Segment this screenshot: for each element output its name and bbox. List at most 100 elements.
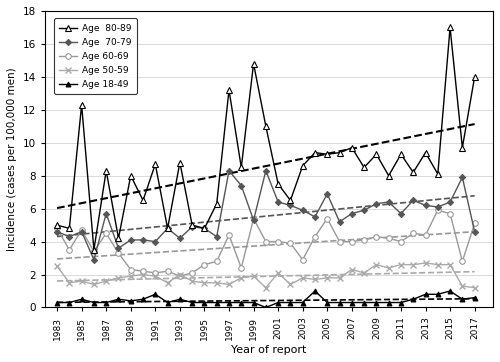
Age 18-49 [300,300,306,305]
Age 60-69 [324,216,330,221]
Age  70-79 [164,226,170,231]
Age  70-79 [189,224,195,229]
Age 50-59 [238,275,244,280]
Age 50-59 [103,279,109,283]
Legend: Age  80-89, Age  70-79, Age 60-69, Age 50-59, Age 18-49: Age 80-89, Age 70-79, Age 60-69, Age 50-… [54,18,136,94]
Age  80-89 [103,169,109,173]
Age 60-69 [349,239,355,244]
Age 60-69 [386,236,392,240]
Age  70-79 [312,215,318,219]
Age  80-89 [140,198,146,203]
Age 60-69 [300,257,306,262]
Age  80-89 [54,223,60,227]
Age  70-79 [202,226,207,231]
Age  80-89 [300,164,306,168]
Age 50-59 [336,275,342,280]
Age 50-59 [263,286,269,290]
Age 60-69 [177,274,183,278]
Age  80-89 [410,170,416,174]
Age 18-49 [374,300,380,305]
Age  80-89 [238,165,244,170]
Age 18-49 [214,300,220,305]
Age 18-49 [250,300,256,305]
Age  80-89 [189,223,195,227]
Age 60-69 [238,266,244,270]
Age 60-69 [214,259,220,264]
Age 50-59 [460,284,466,288]
Age 60-69 [103,231,109,236]
Age 60-69 [54,226,60,231]
Age  80-89 [386,173,392,178]
Age 18-49 [116,297,121,302]
Age  80-89 [226,88,232,92]
Age 60-69 [312,235,318,239]
Age  70-79 [336,220,342,224]
Line: Age 50-59: Age 50-59 [54,260,478,290]
Age 18-49 [152,292,158,296]
Age  70-79 [54,230,60,234]
Age 50-59 [140,272,146,277]
Age 60-69 [116,251,121,255]
Age 50-59 [472,286,478,290]
Age 50-59 [312,277,318,282]
Age  70-79 [226,169,232,173]
Age  80-89 [128,173,134,178]
Age 60-69 [447,211,453,216]
Age 50-59 [54,264,60,269]
Age  70-79 [152,239,158,244]
Age 50-59 [275,271,281,275]
Age 50-59 [447,262,453,267]
Age 60-69 [410,231,416,236]
Age 18-49 [422,292,428,296]
Age 60-69 [91,249,97,254]
Age  80-89 [202,226,207,231]
Age  80-89 [361,165,367,170]
Age 50-59 [398,262,404,267]
Age  70-79 [422,203,428,207]
Age 60-69 [288,241,294,245]
Age  70-79 [398,211,404,216]
Age 50-59 [349,268,355,272]
Age 18-49 [312,289,318,293]
Age  70-79 [300,208,306,212]
Age  70-79 [410,198,416,203]
Age  80-89 [435,172,441,176]
Age  80-89 [250,62,256,66]
Y-axis label: Incidence (cases per 100,000 men): Incidence (cases per 100,000 men) [7,67,17,251]
Age 18-49 [275,300,281,305]
Age  70-79 [361,208,367,212]
Age  70-79 [386,200,392,204]
Age 50-59 [116,275,121,280]
Age  80-89 [263,124,269,129]
Age 18-49 [177,297,183,302]
Age  70-79 [460,175,466,180]
Age  70-79 [177,236,183,240]
Age  80-89 [152,162,158,166]
Age  80-89 [78,103,84,107]
Age  70-79 [128,238,134,242]
Age 18-49 [460,297,466,302]
Age 60-69 [202,262,207,267]
Age 18-49 [447,289,453,293]
Age 50-59 [202,281,207,285]
Age 60-69 [226,233,232,237]
Age 50-59 [422,261,428,265]
Age 60-69 [140,269,146,273]
Age 50-59 [435,262,441,267]
Age 50-59 [324,275,330,280]
Line: Age  70-79: Age 70-79 [55,169,477,262]
Line: Age 18-49: Age 18-49 [54,289,477,310]
Age  70-79 [66,235,72,239]
Age  80-89 [472,75,478,79]
Age  80-89 [116,236,121,240]
Age 60-69 [435,208,441,212]
Age 60-69 [460,259,466,264]
Age  70-79 [238,184,244,188]
Age 18-49 [103,300,109,305]
Age 60-69 [66,248,72,252]
Age 60-69 [472,221,478,226]
Age  70-79 [250,218,256,222]
Age  70-79 [374,202,380,206]
Age  80-89 [177,160,183,165]
Age 18-49 [189,300,195,305]
